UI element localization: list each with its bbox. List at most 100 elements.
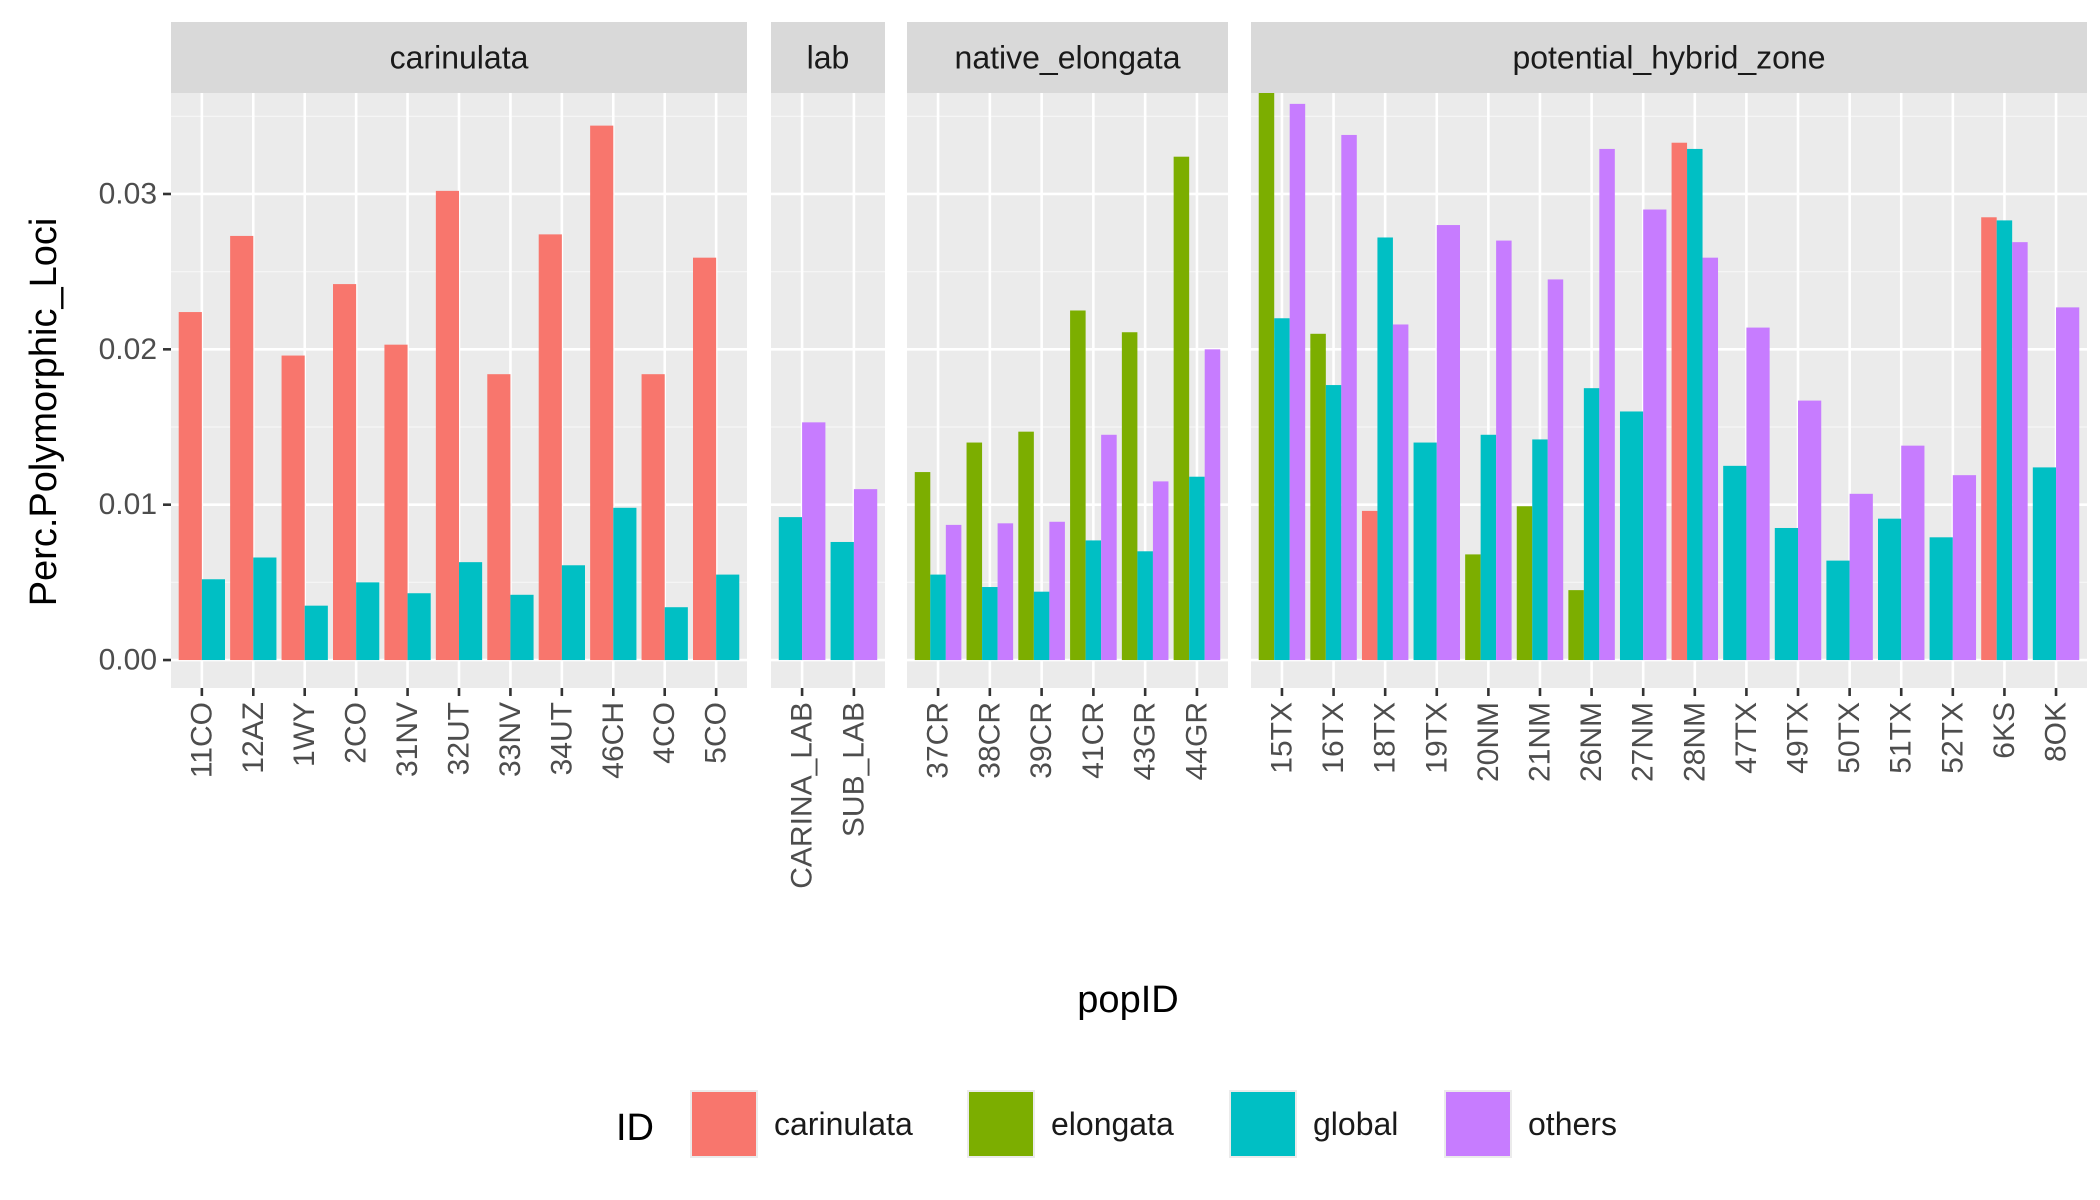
bar-46CH-global xyxy=(613,507,637,661)
bar-20NM-elongata xyxy=(1465,554,1481,661)
bar-38CR-elongata xyxy=(966,442,983,661)
bar-31NV-carinulata xyxy=(384,344,408,661)
x-tick-label: 5CO xyxy=(700,702,733,764)
bar-12AZ-carinulata xyxy=(230,235,254,661)
bar-SUB_LAB-global xyxy=(830,541,854,661)
bar-50TX-others xyxy=(1849,493,1873,661)
legend-item-carinulata: carinulata xyxy=(690,1090,913,1158)
bar-21NM-elongata xyxy=(1516,506,1533,661)
bar-52TX-others xyxy=(1952,475,1977,661)
bar-44GR-elongata xyxy=(1173,156,1190,661)
bar-8OK-others xyxy=(2056,307,2080,661)
bar-21NM-others xyxy=(1547,279,1564,661)
bar-32UT-carinulata xyxy=(435,190,459,661)
x-tick-label: CARINA_LAB xyxy=(786,702,819,889)
bar-18TX-others xyxy=(1392,324,1409,661)
bar-16TX-others xyxy=(1341,134,1357,661)
bar-19TX-others xyxy=(1436,225,1460,661)
bar-27NM-others xyxy=(1643,209,1667,661)
bar-1WY-global xyxy=(304,605,328,661)
bar-28NM-carinulata xyxy=(1671,142,1688,661)
bar-6KS-others xyxy=(2012,242,2028,661)
bar-4CO-global xyxy=(664,607,688,661)
bar-SUB_LAB-others xyxy=(853,489,878,661)
facet-panel-carinulata: 11CO 12AZ 1WY 2CO 31NV 32UT 33NV 34UT 46CH 4CO 5CO… xyxy=(171,22,747,779)
facets-layer: 11CO 12AZ 1WY 2CO 31NV 32UT 33NV 34UT 46CH 4CO 5CO… xyxy=(171,22,2087,889)
x-tick-label: 31NV xyxy=(391,702,424,777)
x-tick-label: 1WY xyxy=(288,702,321,767)
bar-39CR-others xyxy=(1049,521,1065,661)
bar-47TX-global xyxy=(1723,465,1747,661)
facet-strip-label: native_elongata xyxy=(955,40,1181,76)
bar-39CR-elongata xyxy=(1018,431,1034,661)
bar-6KS-carinulata xyxy=(1981,217,1997,661)
bar-8OK-global xyxy=(2032,467,2057,661)
bar-31NV-global xyxy=(407,593,431,661)
y-axis: 0.00 0.01 0.02 0.03 xyxy=(99,177,171,677)
x-tick-label: 49TX xyxy=(1782,702,1815,774)
bar-49TX-global xyxy=(1774,527,1799,661)
y-tick-label: 0.00 xyxy=(99,644,157,677)
legend-title: ID xyxy=(616,1107,654,1149)
legend-item-elongata: elongata xyxy=(967,1090,1174,1158)
bar-49TX-others xyxy=(1798,400,1822,661)
x-axis-title: popID xyxy=(1077,979,1178,1021)
x-tick-label: 47TX xyxy=(1730,702,1763,774)
bar-26NM-others xyxy=(1599,148,1615,661)
x-tick-label: 37CR xyxy=(922,702,955,779)
x-tick-label: 12AZ xyxy=(237,702,270,774)
x-tick-label: 28NM xyxy=(1678,702,1711,782)
facet-strip xyxy=(1251,22,2087,93)
facet-panel-lab: CARINA_LAB SUB_LAB lab xyxy=(771,22,885,889)
bar-43GR-elongata xyxy=(1121,332,1138,661)
legend-label: others xyxy=(1528,1106,1617,1142)
bar-26NM-global xyxy=(1583,388,1600,661)
bar-15TX-others xyxy=(1289,103,1306,661)
bar-43GR-others xyxy=(1152,481,1169,661)
legend-label: global xyxy=(1313,1106,1398,1142)
y-tick-label: 0.03 xyxy=(99,177,157,210)
legend-swatch xyxy=(969,1092,1033,1156)
bar-18TX-global xyxy=(1377,237,1393,661)
legend-label: carinulata xyxy=(774,1106,913,1142)
bar-38CR-global xyxy=(982,587,998,661)
bar-15TX-global xyxy=(1274,318,1290,661)
bar-18TX-carinulata xyxy=(1361,510,1378,661)
x-tick-label: 11CO xyxy=(185,702,218,778)
bar-41CR-elongata xyxy=(1070,310,1086,661)
x-tick-label: 32UT xyxy=(443,702,476,775)
x-tick-label: 18TX xyxy=(1369,702,1402,774)
bar-CARINA_LAB-others xyxy=(802,422,826,661)
bar-5CO-global xyxy=(716,574,740,661)
x-tick-label: 43GR xyxy=(1129,702,1162,780)
facet-panel-potential_hybrid_zone: 15TX 16TX 18TX 19TX 20NM 21NM 26NM 27NM 28NM 47TX… xyxy=(1251,22,2087,782)
bar-CARINA_LAB-global xyxy=(778,517,803,661)
bar-32UT-global xyxy=(459,562,483,661)
y-axis-title: Perc.Polymorphic_Loci xyxy=(23,218,65,607)
bar-41CR-others xyxy=(1101,434,1117,661)
facet-strip xyxy=(907,22,1228,93)
legend-swatch xyxy=(692,1092,756,1156)
x-tick-label: 27NM xyxy=(1627,702,1660,782)
legend: ID carinulata elongata global others xyxy=(616,1090,1617,1158)
bar-21NM-global xyxy=(1532,439,1548,661)
bar-43GR-global xyxy=(1137,551,1153,661)
x-tick-label: 38CR xyxy=(973,702,1006,779)
bar-39CR-global xyxy=(1033,591,1050,661)
facet-strip-label: potential_hybrid_zone xyxy=(1512,40,1825,76)
bar-20NM-others xyxy=(1496,240,1512,661)
bar-37CR-others xyxy=(945,524,962,661)
bar-2CO-global xyxy=(356,582,380,661)
bar-41CR-global xyxy=(1085,540,1102,661)
bar-26NM-elongata xyxy=(1568,590,1584,661)
bar-51TX-others xyxy=(1901,445,1925,661)
bar-28NM-others xyxy=(1702,257,1719,661)
y-tick-label: 0.01 xyxy=(99,488,157,521)
bar-19TX-global xyxy=(1413,442,1437,661)
bar-33NV-global xyxy=(510,594,534,661)
x-tick-label: 34UT xyxy=(545,702,578,775)
legend-swatch xyxy=(1446,1092,1510,1156)
facet-panel-native_elongata: 37CR 38CR 39CR 41CR 43GR 44GR native_elongata xyxy=(907,22,1228,780)
